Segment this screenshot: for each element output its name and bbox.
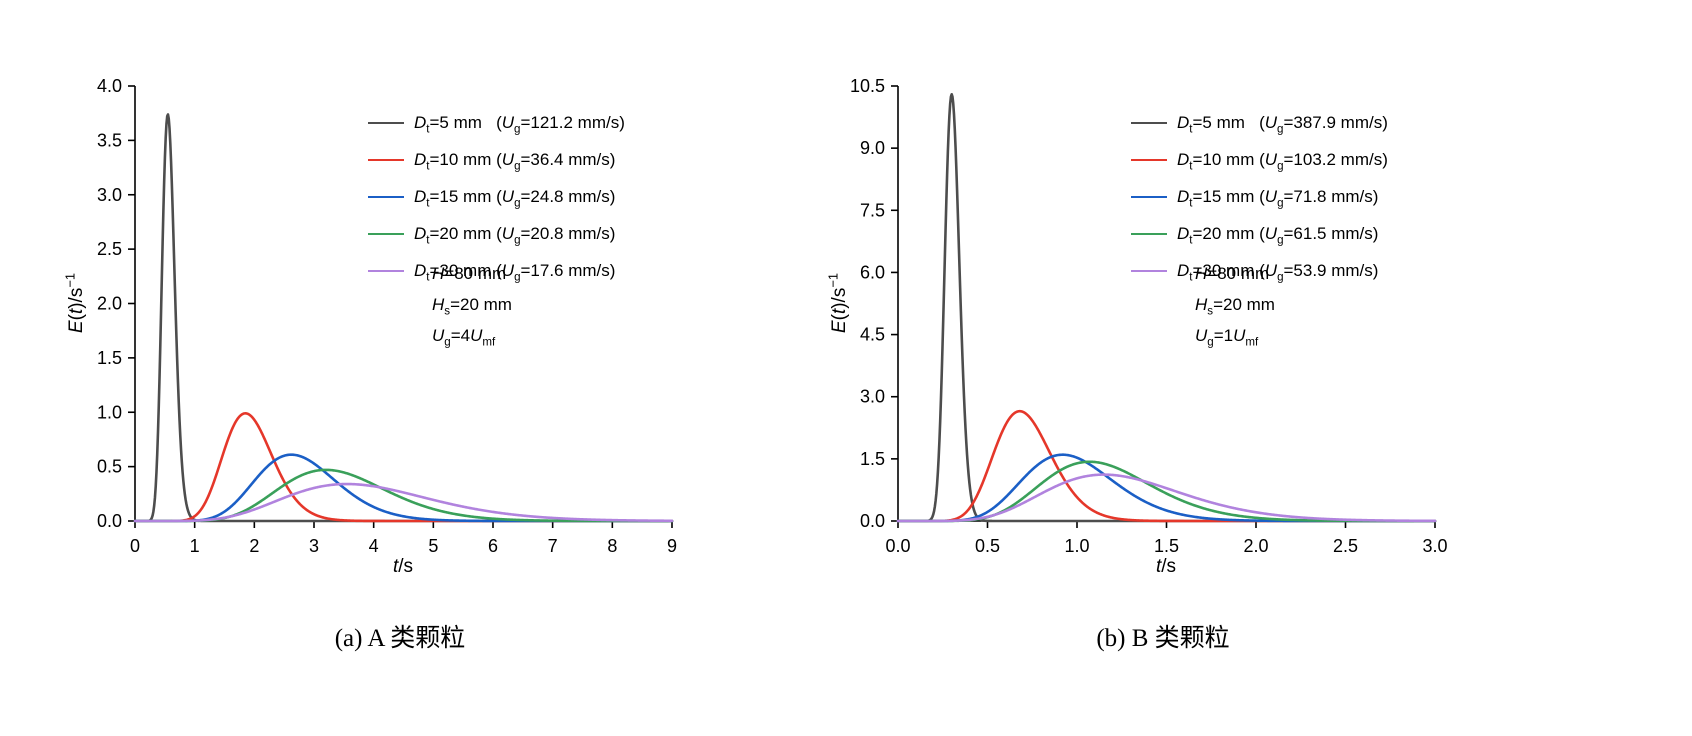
x-tick-label: 6 [488,536,498,556]
legend-label: Dt=10 mm (Ug=36.4 mm/s) [414,149,616,172]
x-tick-label: 8 [607,536,617,556]
chart-b: 0.0 0.5 1.0 1.5 2.0 2.5 3.0 0.0 1.5 3.0 4.5 6.0 7.5 9… [813,64,1513,674]
caption-b: (b) B 类颗粒 [1096,625,1230,652]
y-tick-label: 1.5 [97,348,122,368]
annotation: H=80 mm Hs=20 mm Ug=1Umf [1195,258,1275,351]
legend-item: Dt=5 mm (Ug=121.2 mm/s) [368,104,625,141]
legend-line-sample [1131,232,1167,235]
annotation: H=80 mm Hs=20 mm Ug=4Umf [432,258,512,351]
chart-a: 0 1 2 3 4 5 6 7 8 9 0.0 0.5 1.0 1.5 2.0 2.5 3.0 3.5 4.0 E(… [50,64,750,674]
legend-line-sample [368,232,404,235]
legend-item: Dt=20 mm (Ug=61.5 mm/s) [1131,215,1388,252]
y-tick-label: 1.0 [97,402,122,422]
annotation-line: Ug=1Umf [1195,326,1259,349]
legend-line-sample [368,269,404,272]
x-tick-label: 1 [190,536,200,556]
x-tick-label: 7 [548,536,558,556]
x-tick-label: 2 [249,536,259,556]
legend-item: Dt=10 mm (Ug=36.4 mm/s) [368,141,625,178]
annotation-line: Hs=20 mm [432,295,512,318]
annotation-line: Ug=4Umf [432,326,496,349]
chart-b-plot: 0.0 0.5 1.0 1.5 2.0 2.5 3.0 0.0 1.5 3.0 4.5 6.0 7.5 9… [850,76,1448,556]
legend-line-sample [1131,269,1167,272]
y-tick-label: 10.5 [850,76,885,96]
legend-label: Dt=5 mm (Ug=121.2 mm/s) [414,112,625,135]
x-axis-label: t/s [392,556,414,577]
x-tick-label: 4 [369,536,379,556]
legend-label: Dt=5 mm (Ug=387.9 mm/s) [1177,112,1388,135]
y-tick-label: 7.5 [860,200,885,220]
x-tick-label: 0.0 [885,536,910,556]
annotation-line: H=80 mm [1195,264,1270,283]
x-tick-label: 3 [309,536,319,556]
x-tick-label: 0 [130,536,140,556]
y-tick-label: 1.5 [860,449,885,469]
legend-label: Dt=15 mm (Ug=24.8 mm/s) [414,186,616,209]
curve [133,482,674,523]
legend-line-sample [1131,158,1167,161]
legend: Dt=5 mm (Ug=121.2 mm/s) Dt=10 mm (Ug=36.4… [368,104,625,289]
y-tick-label: 2.5 [97,239,122,259]
legend-label: Dt=30 mm (Ug=17.6 mm/s) [414,260,616,283]
y-axis-label: E(t)/s−1 [62,272,87,334]
annotation-line: Hs=20 mm [1195,295,1275,318]
curve [133,453,674,523]
y-tick-label: 0.0 [97,511,122,531]
legend-label: Dt=10 mm (Ug=103.2 mm/s) [1177,149,1388,172]
x-axis-label: t/s [1155,556,1177,577]
legend-line-sample [368,158,404,161]
y-tick-label: 0.0 [860,511,885,531]
curve [896,409,1437,523]
legend-item: Dt=15 mm (Ug=71.8 mm/s) [1131,178,1388,215]
y-tick-label: 3.0 [860,387,885,407]
x-tick-label: 1.5 [1154,536,1179,556]
y-tick-label: 9.0 [860,138,885,158]
y-tick-label: 2.0 [97,294,122,314]
x-tick-label: 2.5 [1333,536,1358,556]
chart-a-plot: 0 1 2 3 4 5 6 7 8 9 0.0 0.5 1.0 1.5 2.0 2.5 3.0 3.5 4.0 [97,76,677,556]
legend-item: Dt=30 mm (Ug=17.6 mm/s) [368,252,625,289]
legend-item: Dt=5 mm (Ug=387.9 mm/s) [1131,104,1388,141]
caption-a: (a) A 类颗粒 [334,625,466,652]
legend-label: Dt=30 mm (Ug=53.9 mm/s) [1177,260,1379,283]
legend: Dt=5 mm (Ug=387.9 mm/s) Dt=10 mm (Ug=103.… [1131,104,1388,289]
y-axis-label: E(t)/s−1 [825,272,850,334]
x-tick-label: 1.0 [1064,536,1089,556]
legend-label: Dt=20 mm (Ug=61.5 mm/s) [1177,223,1379,246]
y-tick-label: 0.5 [97,457,122,477]
legend-line-sample [368,195,404,198]
legend-item: Dt=20 mm (Ug=20.8 mm/s) [368,215,625,252]
y-tick-label: 3.0 [97,185,122,205]
legend-line-sample [1131,121,1167,124]
x-tick-label: 3.0 [1422,536,1447,556]
legend-item: Dt=30 mm (Ug=53.9 mm/s) [1131,252,1388,289]
legend-line-sample [368,121,404,124]
y-tick-label: 4.0 [97,76,122,96]
curve [896,473,1437,523]
legend-item: Dt=10 mm (Ug=103.2 mm/s) [1131,141,1388,178]
legend-item: Dt=15 mm (Ug=24.8 mm/s) [368,178,625,215]
curve [133,412,674,523]
legend-label: Dt=20 mm (Ug=20.8 mm/s) [414,223,616,246]
y-tick-label: 4.5 [860,325,885,345]
legend-line-sample [1131,195,1167,198]
x-tick-label: 5 [428,536,438,556]
x-tick-label: 2.0 [1243,536,1268,556]
y-tick-label: 3.5 [97,130,122,150]
x-tick-label: 0.5 [975,536,1000,556]
annotation-line: H=80 mm [432,264,507,283]
x-tick-label: 9 [667,536,677,556]
legend-label: Dt=15 mm (Ug=71.8 mm/s) [1177,186,1379,209]
y-tick-label: 6.0 [860,262,885,282]
